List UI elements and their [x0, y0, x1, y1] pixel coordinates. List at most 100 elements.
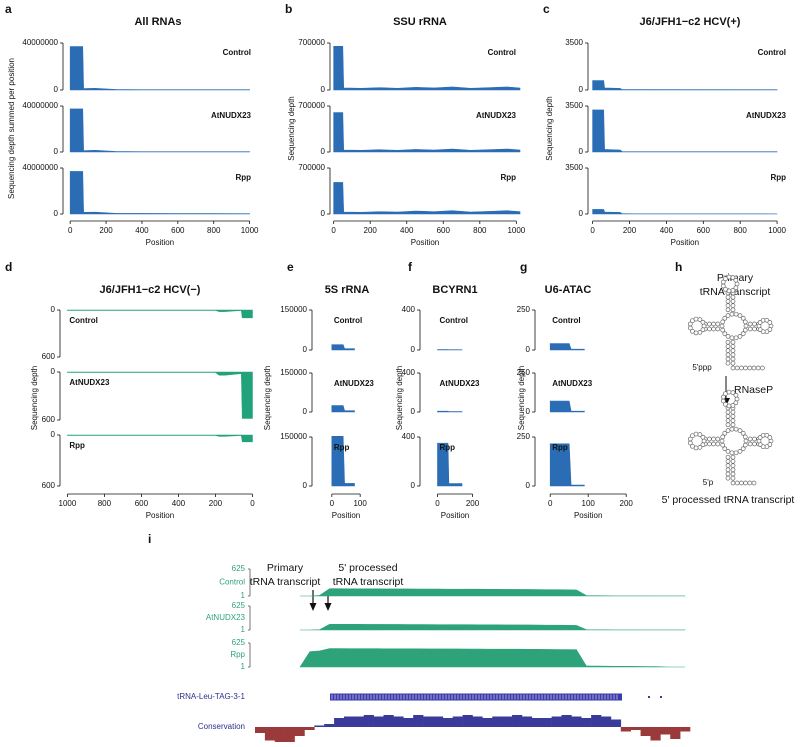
nucleotide — [747, 480, 753, 486]
nucleotide — [720, 434, 726, 440]
nucleotide — [722, 315, 728, 321]
conservation-bar — [640, 727, 651, 736]
coverage-area — [67, 371, 253, 419]
nucleotide — [752, 321, 757, 327]
nucleotide — [755, 365, 761, 371]
nucleotide — [740, 446, 746, 452]
nucleotide — [725, 422, 731, 428]
y-tick-label: 0 — [303, 407, 308, 416]
nucleotide — [720, 327, 726, 333]
x-tick-label: 600 — [697, 226, 711, 235]
nucleotide — [730, 459, 736, 464]
nucleotide — [711, 321, 716, 327]
nucleotide — [730, 275, 736, 280]
y-tick-label: 40000000 — [22, 163, 58, 172]
y-tick-label: 0 — [303, 481, 308, 490]
nucleotide — [743, 323, 749, 329]
nucleotide — [730, 409, 736, 415]
conservation-bar — [284, 727, 295, 742]
y-tick-label: 0 — [579, 147, 584, 156]
nucleotide — [730, 475, 736, 481]
y-tick-label: 600 — [42, 415, 56, 424]
chart-title: J6/JFH1−c2 HCV(+) — [640, 16, 741, 28]
x-tick-label: 200 — [209, 499, 223, 508]
coverage-area — [333, 182, 521, 215]
coverage-area — [331, 405, 355, 413]
nucleotide — [711, 436, 716, 442]
coverage-area — [300, 588, 686, 597]
nucleotide — [700, 434, 706, 440]
y-axis-label: Sequencing depth — [263, 366, 272, 431]
nucleotide — [730, 307, 736, 313]
nucleotide — [737, 313, 743, 318]
conservation-bar — [502, 716, 513, 727]
conservation-bar — [531, 718, 543, 727]
nucleotide — [767, 320, 773, 325]
nucleotide — [725, 418, 731, 423]
nucleotide — [722, 446, 728, 452]
y-tick-label: 0 — [526, 407, 531, 416]
y-tick-label: 0 — [579, 85, 584, 94]
y-tick-label: 250 — [517, 305, 531, 314]
x-tick-label: 800 — [473, 226, 487, 235]
track-name: Rpp — [235, 173, 251, 182]
diagram-label: 5' processed tRNA transcript — [662, 494, 795, 506]
nucleotide — [733, 311, 739, 317]
nucleotide — [725, 360, 731, 366]
coverage-area — [333, 46, 521, 91]
track-name: AtNUDX23 — [211, 111, 252, 120]
nucleotide — [720, 319, 726, 325]
x-tick-label: 1000 — [507, 226, 525, 235]
track-name: Control — [334, 316, 362, 325]
nucleotide — [687, 440, 693, 446]
nucleotide — [725, 352, 731, 358]
y-tick-label: 3500 — [565, 163, 583, 172]
nucleotide — [697, 330, 703, 335]
nucleotide — [730, 288, 736, 293]
nucleotide — [743, 365, 748, 371]
x-tick-label: 400 — [135, 226, 149, 235]
nucleotide — [700, 319, 706, 325]
nucleotide — [725, 463, 731, 468]
nucleotide — [752, 326, 757, 332]
nucleotide — [701, 438, 707, 444]
x-tick-label: 0 — [435, 499, 440, 508]
x-tick-label: 400 — [660, 226, 674, 235]
x-tick-label: 200 — [620, 499, 634, 508]
x-tick-label: 200 — [99, 226, 113, 235]
coverage-area — [592, 109, 778, 153]
nucleotide — [730, 339, 736, 345]
nucleotide — [725, 449, 731, 454]
nucleotide — [760, 365, 765, 371]
y-tick-label: 150000 — [280, 305, 307, 314]
nucleotide — [707, 441, 712, 447]
nucleotide — [723, 401, 728, 407]
x-tick-label: 600 — [437, 226, 451, 235]
y-tick-label: 625 — [232, 564, 246, 573]
y-tick-label: 0 — [54, 209, 59, 218]
nucleotide — [711, 441, 716, 447]
panel-letter: d — [5, 260, 12, 274]
panel-letter: f — [408, 260, 413, 274]
nucleotide — [690, 328, 695, 334]
conservation-bar — [541, 718, 552, 727]
y-tick-label: 40000000 — [22, 38, 58, 47]
x-tick-label: 0 — [250, 499, 255, 508]
y-tick-label: 625 — [232, 601, 246, 610]
nucleotide — [722, 430, 728, 436]
nucleotide — [730, 365, 736, 371]
panel-letter: i — [148, 532, 151, 546]
nucleotide — [747, 326, 753, 332]
nucleotide — [725, 475, 731, 481]
conservation-bar — [492, 716, 503, 727]
nucleotide — [715, 441, 721, 447]
conservation-bar — [650, 727, 661, 741]
coverage-area — [331, 436, 355, 487]
x-tick-label: 800 — [207, 226, 221, 235]
chart-title: U6-ATAC — [545, 284, 592, 296]
y-tick-label: 400 — [402, 432, 416, 441]
conservation-bar — [670, 727, 681, 739]
conservation-bar — [452, 716, 463, 727]
y-tick-label: 0 — [54, 147, 59, 156]
conservation-bar — [393, 716, 404, 727]
